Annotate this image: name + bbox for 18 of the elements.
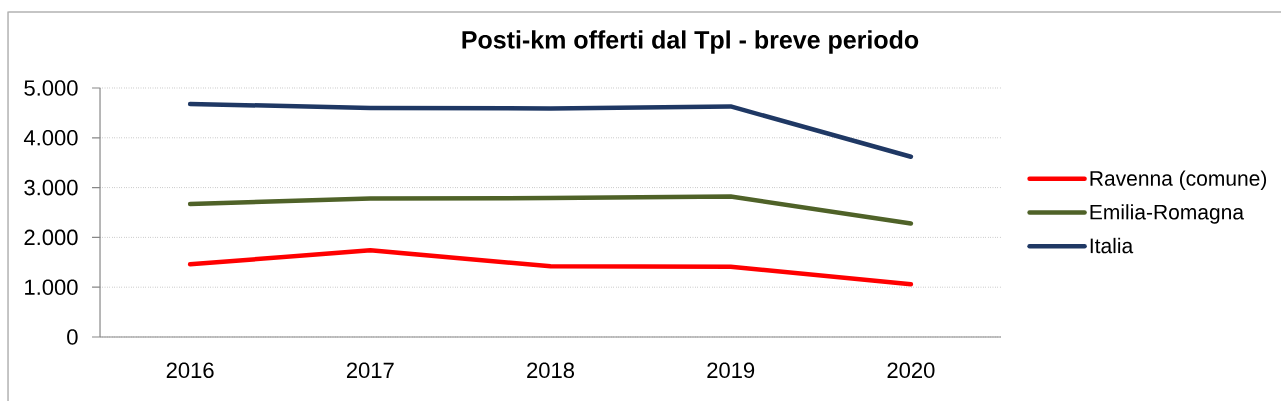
y-tick-label: 3.000 xyxy=(24,179,78,196)
line-series xyxy=(187,248,914,287)
y-tick-label: 5.000 xyxy=(24,80,78,96)
y-tick-label: 4.000 xyxy=(23,130,78,146)
legend-label: Emilia-Romagna xyxy=(1090,204,1245,224)
legend-label: Ravenna (comune) xyxy=(1090,170,1267,190)
y-tick-label: 1.000 xyxy=(25,279,78,295)
line-series xyxy=(187,101,914,159)
x-tick-label: 2020 xyxy=(887,362,935,379)
y-tick-label: 2.000 xyxy=(24,229,78,246)
y-tick-label: 0 xyxy=(67,329,78,345)
x-tick-label: 2017 xyxy=(346,362,394,379)
x-tick-label: 2019 xyxy=(707,362,755,379)
line-series xyxy=(187,194,914,226)
x-tick-label: 2018 xyxy=(527,362,575,379)
legend-label: Italia xyxy=(1090,237,1134,254)
chart-title: Posti-km offerti dal Tpl - breve periodo xyxy=(462,30,919,54)
x-tick-label: 2016 xyxy=(166,362,214,379)
